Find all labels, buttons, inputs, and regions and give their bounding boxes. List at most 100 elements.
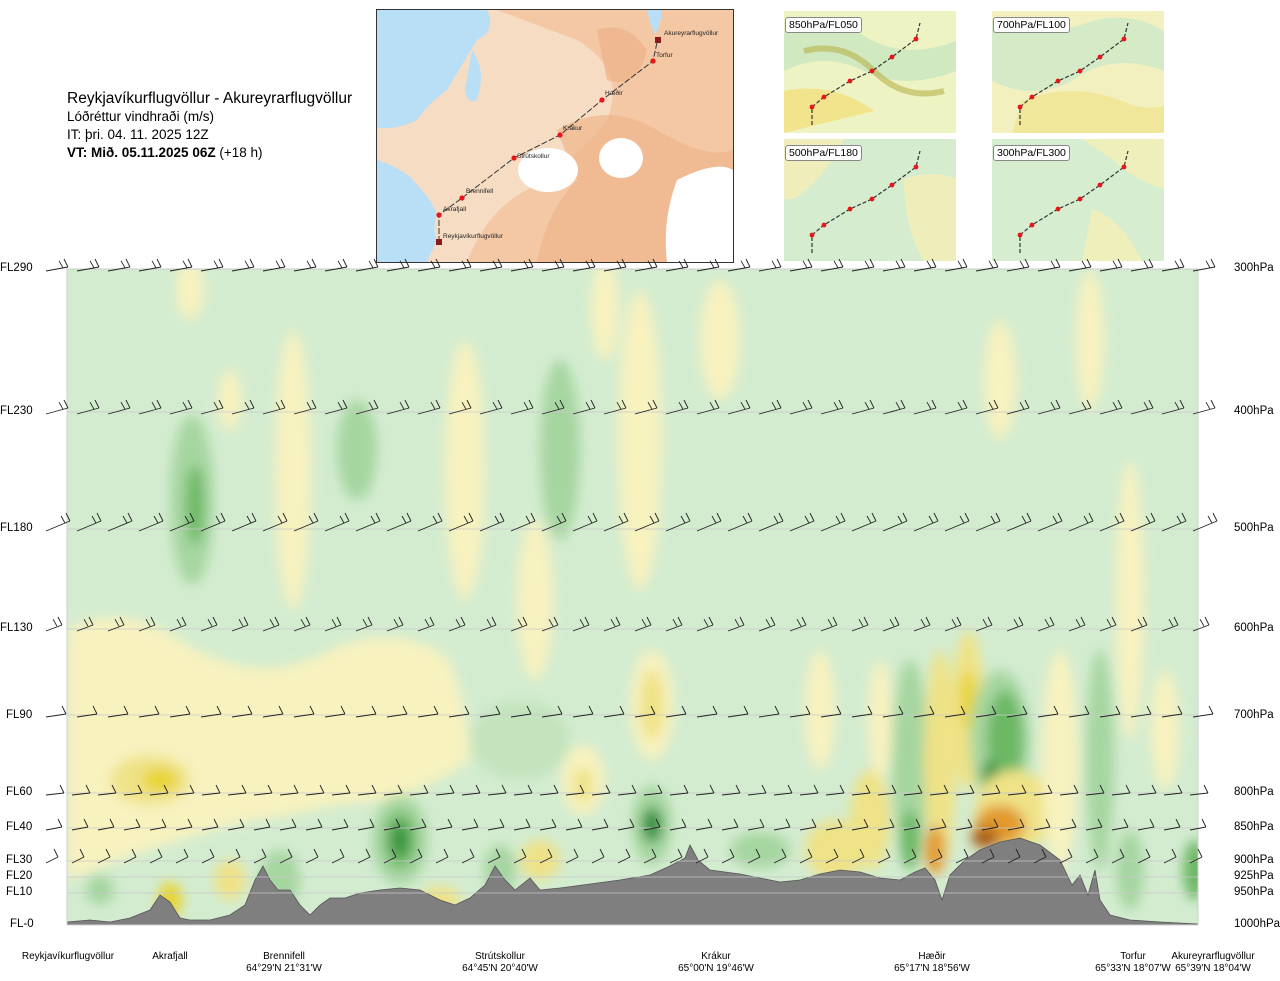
wind-barb-shaft [262,713,284,718]
wind-barb-flag [807,848,813,858]
wind-barb-flag [397,784,403,794]
wind-barb-flag [579,618,585,627]
wind-barb-flag [740,401,746,410]
wind-barb-shaft [1068,407,1092,415]
wind-barb-shaft [1192,713,1214,718]
wind-barb-flag [373,258,379,268]
wind-barb-shaft [773,856,787,864]
wind-barb-flag [486,618,492,627]
wind-barb-shaft [929,856,943,864]
wind-barb-flag [925,616,931,626]
wind-barb-shaft [721,792,741,796]
wind-barb-shaft [541,407,565,415]
wind-barb-shaft [305,856,319,864]
wind-barb-shaft [634,624,652,632]
wind-barb-shaft [789,520,815,532]
wind-barb-flag [1145,515,1151,524]
x-location-haedir-name: Hæðir [918,951,946,962]
wind-barb-shaft [149,856,163,864]
wind-barb-shaft [76,520,102,532]
wind-barb-flag [1055,258,1061,268]
wind-barb-flag [548,618,554,627]
wind-barb-flag [761,784,767,794]
map-label-torfur: Torfur [656,52,673,59]
wind-barb-flag [249,399,255,409]
wind-barb-flag [553,616,559,626]
wind-barb-flag [181,616,187,626]
wind-barb-flag [709,401,715,410]
wind-barb-flag [109,818,115,828]
wind-barb-shaft [262,407,286,415]
wind-barb-flag [1210,399,1216,409]
wind-barb-flag [1205,401,1211,410]
wind-barb-flag [187,258,193,268]
wind-barb-flag [646,616,652,626]
wind-barb-flag [1210,258,1216,268]
wind-barb-flag [625,848,631,858]
wind-barb-shaft [487,856,501,864]
map-label-krakur: Krákur [563,125,583,132]
wind-barb-shaft [386,520,412,532]
wind-barb-flag [365,848,371,858]
wind-barb-flag [368,260,374,269]
wind-barb-shaft [331,856,345,864]
wind-barb-shaft [1137,826,1155,831]
wind-barb-shaft [1085,792,1105,796]
wind-barb-flag [331,618,337,627]
wind-barb-flag [189,512,195,522]
wind-barb-shaft [851,520,877,532]
wind-barb-shaft [665,266,689,272]
wind-barb-flag [1019,260,1025,269]
wind-barb-flag [1086,399,1092,409]
wind-barb-flag [585,401,591,410]
wind-barb-shaft [820,713,842,718]
wind-barb-flag [584,616,590,626]
wind-barb-flag [1055,399,1061,409]
wind-barb-flag [559,399,565,409]
wind-barb-shaft [231,266,255,272]
wind-barb-flag [85,784,91,794]
wind-barb-flag [402,705,408,715]
wind-barb-flag [213,260,219,269]
wind-barb-shaft [175,826,193,831]
wind-barb-shaft [727,713,749,718]
wind-barb-flag [336,616,342,626]
wind-barb-flag [213,818,219,828]
x-location-krakur-coords: 65°00'N 19°46'W [678,963,754,974]
wind-barb-flag [399,260,405,269]
wind-barb-flag [1050,401,1056,410]
hpa-tick-900: 900hPa [1234,854,1274,866]
wind-barb-shaft [448,266,472,272]
wind-barb-flag [433,705,439,715]
wind-barb-flag [988,401,994,410]
wind-barb-flag [58,260,64,269]
wind-barb-flag [461,260,467,269]
wind-barb-shaft [1192,624,1210,632]
wind-barb-flag [960,705,966,715]
wind-barb-flag [554,401,560,410]
wind-barb-flag [158,512,164,522]
wind-barb-shaft [123,826,141,831]
wind-barb-shaft [417,624,435,632]
wind-barb-flag [1176,515,1182,524]
hpa-tick-950: 950hPa [1234,886,1274,898]
wind-barb-flag [840,512,846,522]
wind-barb-shaft [913,520,939,532]
wind-barb-shaft [383,856,397,864]
wind-barb-flag [114,618,120,627]
wind-barb-shaft [799,856,813,864]
wind-barb-flag [184,515,190,524]
wind-barb-flag [1174,260,1180,269]
wind-barb-flag [517,618,523,627]
wind-barb-flag [599,848,605,858]
wind-barb-shaft [417,713,439,718]
wind-barb-flag [156,399,162,409]
wind-barb-shaft [882,266,906,272]
wind-barb-flag [1148,258,1154,268]
wind-barb-flag [866,515,872,524]
wind-barb-shaft [1130,520,1156,532]
wind-barb-flag [556,515,562,524]
wind-barb-shaft [355,266,379,272]
wind-barb-flag [747,512,753,522]
wind-barb-flag [911,848,917,858]
